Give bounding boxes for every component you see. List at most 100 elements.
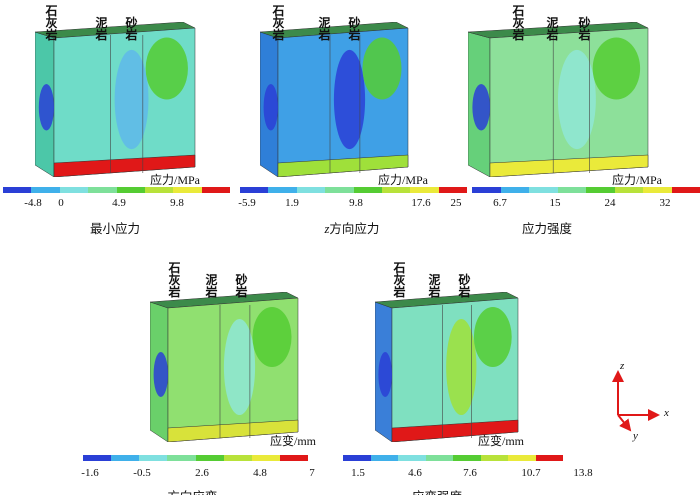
contour-bottom-band xyxy=(167,419,299,442)
colorbar-segment xyxy=(343,455,371,461)
rock-label-mudstone: 泥岩 xyxy=(546,16,559,42)
colorbar-tick-label: 0 xyxy=(58,197,64,209)
rock-label-sandstone: 砂岩 xyxy=(578,16,591,42)
colorbar-tick-label: 25 xyxy=(450,197,462,209)
colorbar-tick-label: 7.6 xyxy=(463,467,477,479)
colorbar-unit: 应力/MPa xyxy=(378,173,429,187)
colorbar-segment xyxy=(59,187,89,193)
colorbar-segment xyxy=(116,187,145,193)
contour-region xyxy=(252,307,292,367)
colorbar-segment xyxy=(353,187,382,193)
title-variable: z xyxy=(324,222,330,236)
colorbar-segment xyxy=(251,455,280,461)
colorbar xyxy=(343,455,563,461)
contour-region xyxy=(472,84,490,131)
rock-label-mudstone: 泥岩 xyxy=(318,16,331,42)
colorbar-tick-label: 24 xyxy=(604,197,616,209)
contour-region xyxy=(333,49,366,150)
title-text: 方向应变 xyxy=(167,490,217,495)
colorbar-tick-label: 4.9 xyxy=(112,197,126,209)
colorbar-segment xyxy=(167,455,196,461)
colorbar-segment xyxy=(83,455,112,461)
panel-title: 应变强度 xyxy=(412,486,462,495)
rock-label-sandstone: 砂岩 xyxy=(125,16,138,42)
colorbar-segment xyxy=(425,455,453,461)
title-text: 方向应力 xyxy=(329,222,380,236)
colorbar-segment xyxy=(240,187,269,193)
axis-triad: z x y xyxy=(600,360,690,450)
colorbar-unit: 应变/mm xyxy=(478,434,525,448)
colorbar-segment xyxy=(438,187,467,193)
contour-cube xyxy=(260,22,409,177)
colorbar-segment xyxy=(296,187,326,193)
colorbar-segment xyxy=(268,187,297,193)
colorbar-segment xyxy=(3,187,32,193)
colorbar-segment xyxy=(381,187,411,193)
contour-bottom-band xyxy=(489,154,649,177)
colorbar xyxy=(472,187,700,193)
colorbar-segment xyxy=(31,187,60,193)
colorbar-tick-label: 13.8 xyxy=(573,467,593,479)
colorbar-segment xyxy=(88,187,117,193)
colorbar-segment xyxy=(614,187,643,193)
colorbar-segment xyxy=(144,187,174,193)
colorbar-tick-label: 6.7 xyxy=(493,197,507,209)
contour-region xyxy=(38,84,54,131)
contour-region xyxy=(223,319,256,415)
axis-arrows xyxy=(612,370,660,432)
colorbar-tick-label: -4.8 xyxy=(24,197,42,209)
colorbar-segment xyxy=(111,455,140,461)
colorbar-segment xyxy=(201,187,230,193)
contour-region xyxy=(473,307,512,367)
rock-label-limestone: 石灰岩 xyxy=(393,261,406,299)
y-axis-label: y xyxy=(633,430,638,442)
colorbar-segment xyxy=(643,187,672,193)
contour-region xyxy=(592,37,641,100)
rock-label-limestone: 石灰岩 xyxy=(45,4,58,42)
colorbar-tick-label: 32 xyxy=(659,197,671,209)
contour-region xyxy=(446,319,477,415)
contour-cube xyxy=(150,292,299,442)
contour-region xyxy=(153,352,168,397)
title-text: 应变强度 xyxy=(412,490,462,495)
colorbar xyxy=(3,187,230,193)
colorbar-segment xyxy=(370,455,398,461)
colorbar-segment xyxy=(671,187,700,193)
rock-label-sandstone: 砂岩 xyxy=(348,16,361,42)
rock-label-limestone: 石灰岩 xyxy=(168,261,181,299)
colorbar-segment xyxy=(453,455,481,461)
contour-region xyxy=(114,49,149,150)
colorbar-unit: 应变/mm xyxy=(270,434,317,448)
colorbar-tick-label: -0.5 xyxy=(133,467,151,479)
colorbar-tick-label: 1.9 xyxy=(285,197,299,209)
colorbar-tick-label: 4.6 xyxy=(408,467,422,479)
colorbar-segment xyxy=(480,455,508,461)
colorbar-segment xyxy=(223,455,252,461)
contour-bottom-band xyxy=(277,154,409,177)
title-variable: z xyxy=(163,490,168,495)
colorbar-tick-label: 9.8 xyxy=(349,197,363,209)
colorbar-tick-label: -1.6 xyxy=(81,467,99,479)
colorbar-tick-label: 15 xyxy=(549,197,561,209)
colorbar-segment xyxy=(472,187,501,193)
contour-region xyxy=(145,37,188,100)
rock-label-sandstone: 砂岩 xyxy=(458,273,471,299)
contour-cube xyxy=(375,292,519,442)
panel-title: 最小应力 xyxy=(90,218,140,237)
rock-label-sandstone: 砂岩 xyxy=(235,273,248,299)
colorbar-tick-label: 10.7 xyxy=(521,467,541,479)
contour-region xyxy=(557,49,596,150)
colorbar xyxy=(83,455,308,461)
rock-label-limestone: 石灰岩 xyxy=(272,4,285,42)
colorbar xyxy=(240,187,467,193)
rock-label-mudstone: 泥岩 xyxy=(428,273,441,299)
colorbar-segment xyxy=(325,187,354,193)
colorbar-tick-label: 7 xyxy=(309,467,315,479)
panel-title: z方向应力 xyxy=(325,218,380,237)
contour-bottom-band xyxy=(53,154,196,177)
colorbar-tick-label: 2.6 xyxy=(195,467,209,479)
colorbar-segment xyxy=(410,187,439,193)
z-axis-label: z xyxy=(620,360,625,372)
colorbar-tick-label: 17.6 xyxy=(411,197,431,209)
